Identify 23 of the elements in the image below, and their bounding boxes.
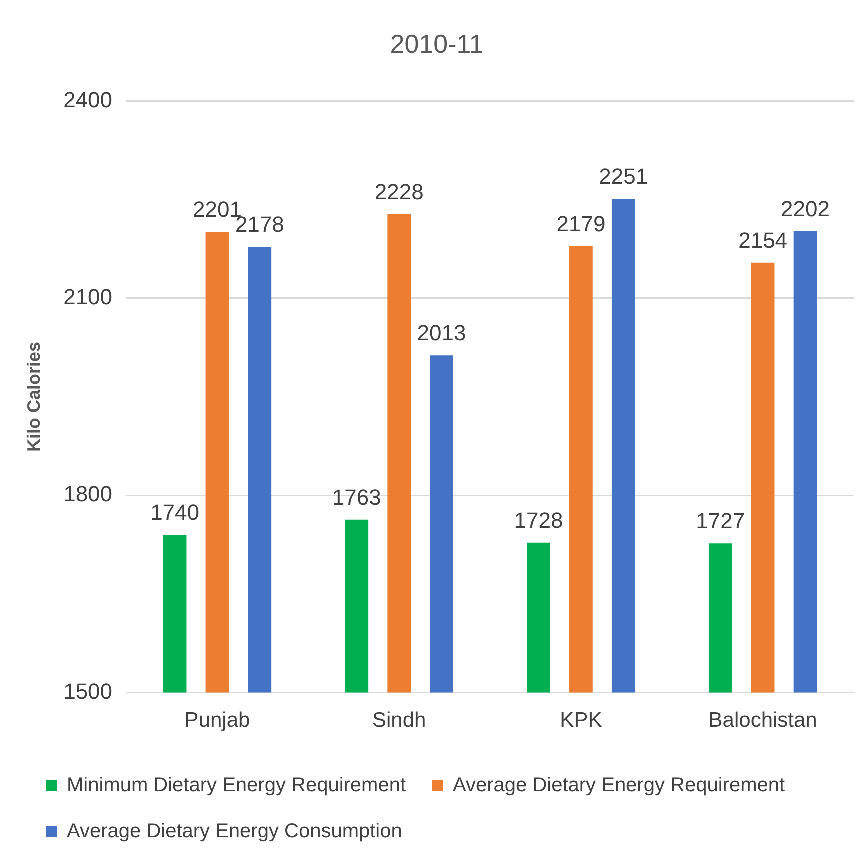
x-tick-label: Punjab <box>184 709 250 732</box>
chart-title: 2010-11 <box>390 28 484 59</box>
y-axis-title: Kilo Calories <box>24 342 44 452</box>
y-tick-label: 1800 <box>64 482 113 507</box>
legend-label: Minimum Dietary Energy Requirement <box>67 774 406 797</box>
data-label: 1740 <box>150 500 200 526</box>
y-tick-label: 2400 <box>64 87 113 112</box>
legend-label: Average Dietary Energy Requirement <box>453 774 786 797</box>
data-label: 1763 <box>332 484 382 510</box>
x-tick-label: Balochistan <box>708 709 818 732</box>
data-label: 2251 <box>599 164 648 190</box>
y-tick-label: 2100 <box>64 284 113 310</box>
x-tick-label: KPK <box>560 709 602 732</box>
data-label: 1728 <box>514 508 564 533</box>
data-label: 2179 <box>556 212 606 237</box>
data-label: 2013 <box>417 320 466 346</box>
data-label: 2154 <box>738 228 788 253</box>
x-tick-label: Sindh <box>372 709 426 732</box>
legend-label: Average Dietary Energy Consumption <box>67 820 402 843</box>
y-tick-label: 1500 <box>64 678 113 704</box>
data-label: 1727 <box>696 508 746 534</box>
data-label: 2202 <box>781 196 830 222</box>
data-label: 2228 <box>374 179 424 204</box>
